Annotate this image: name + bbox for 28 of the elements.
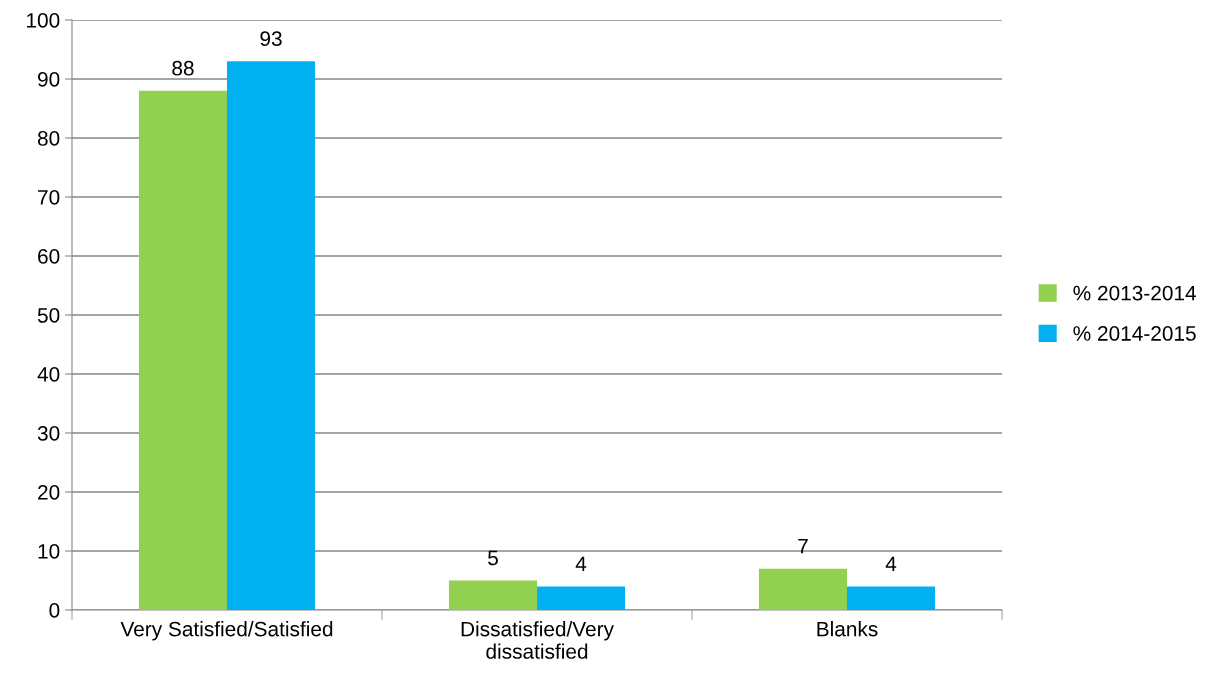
data-label: 93 [260, 31, 282, 47]
x-tick-label: Blanks [817, 621, 878, 637]
legend-label: % 2013-2014 [1073, 285, 1197, 301]
bar [227, 61, 316, 610]
y-tick-label: 100 [27, 13, 60, 28]
y-tick-label: 40 [37, 367, 60, 382]
data-label: 5 [488, 550, 498, 566]
y-tick-label: 60 [38, 249, 60, 264]
y-tick-label: 80 [37, 131, 60, 146]
bar [448, 580, 537, 610]
x-tick-label: Dissatisfied/Very dissatisfied [461, 621, 614, 659]
y-tick-label: 30 [37, 426, 60, 441]
y-tick-label: 20 [38, 485, 60, 500]
y-tick-label: 70 [38, 190, 60, 205]
bar [138, 90, 227, 610]
y-tick-label: 10 [38, 544, 60, 559]
data-label: 4 [885, 556, 897, 571]
data-label: 4 [575, 556, 587, 571]
legend-label: % 2014-2015 [1073, 326, 1196, 341]
x-tick-label: Very Satisfied/Satisfied [120, 621, 333, 641]
data-label: 7 [798, 538, 808, 554]
bar [847, 586, 936, 610]
y-tick-label: 90 [38, 72, 60, 87]
bar [537, 586, 626, 610]
y-tick-label: 50 [37, 308, 60, 323]
data-label: 88 [172, 60, 194, 76]
y-tick-label: 0 [49, 603, 60, 618]
bar [758, 568, 847, 610]
